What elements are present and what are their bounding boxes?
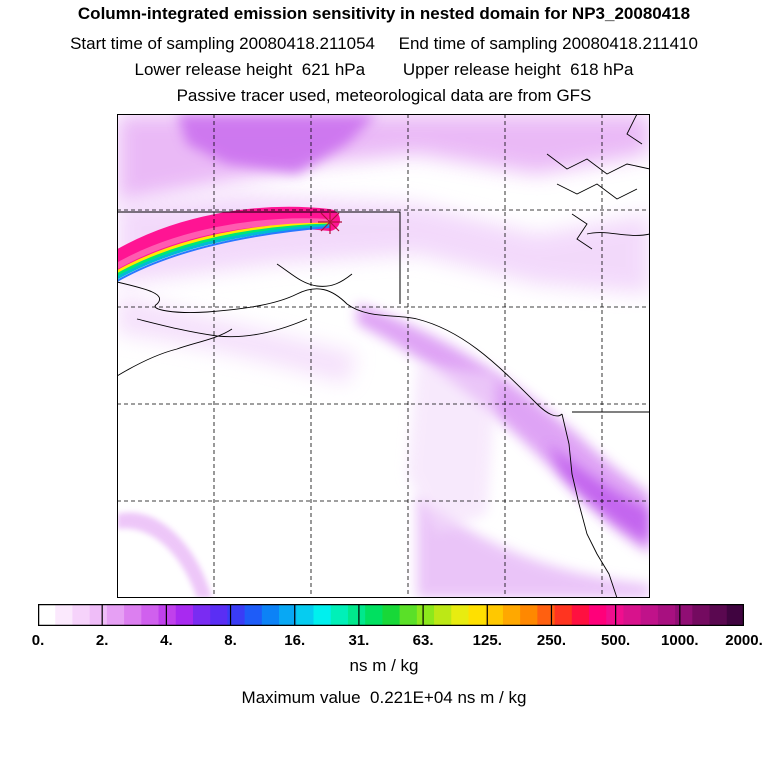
colorbar-tick-label: 63. (412, 632, 434, 649)
colorbar-swatch (261, 604, 280, 626)
sampling-time-line: Start time of sampling 20080418.211054 E… (0, 34, 768, 54)
political-boundaries (117, 211, 650, 413)
colorbar-swatch (675, 604, 693, 626)
colorbar-swatch (485, 604, 504, 626)
colorbar-swatch (55, 604, 74, 626)
colorbar-swatch (347, 604, 366, 626)
colorbar-swatch (227, 604, 246, 626)
colorbar-tick-label: 250. (536, 632, 567, 649)
colorbar-swatch (365, 604, 383, 626)
colorbar-swatch (623, 604, 642, 626)
colorbar-swatch (709, 604, 728, 626)
colorbar-swatch (244, 604, 263, 626)
colorbar-units: ns m / kg (349, 656, 419, 675)
colorbar-tick-label: 2000. (725, 632, 763, 649)
lower-release-text: Lower release height 621 hPa (134, 60, 366, 79)
colorbar-tick-label: 31. (348, 632, 370, 649)
colorbar-swatch (38, 604, 56, 626)
colorbar-swatch (89, 604, 108, 626)
colorbar-swatch (72, 604, 91, 626)
map-title: Column-integrated emission sensitivity i… (77, 4, 691, 23)
colorbar-swatch (657, 604, 676, 626)
colorbar-tick-label: 125. (472, 632, 502, 649)
maximum-value-text: Maximum value 0.221E+04 ns m / kg (241, 688, 527, 707)
colorbar (37, 603, 745, 627)
colorbar-swatch (330, 604, 349, 626)
colorbar-swatch (175, 604, 194, 626)
colorbar-swatch (416, 604, 435, 626)
colorbar-swatch (537, 604, 556, 626)
colorbar-swatch (502, 604, 521, 626)
colorbar-swatch (382, 604, 401, 626)
colorbar-tick-label: 16. (284, 632, 306, 649)
release-point-marker (318, 210, 342, 234)
colorbar-swatch (313, 604, 332, 626)
emission-plume (117, 206, 340, 282)
colorbar-swatch (279, 604, 297, 626)
start-time-text: Start time of sampling 20080418.211054 (70, 34, 376, 53)
colorbar-swatch (589, 604, 607, 626)
colorbar-tick-label: 0. (31, 632, 45, 649)
graticule (117, 114, 650, 598)
colorbar-svg (37, 603, 745, 627)
colorbar-tick-label: 2. (95, 632, 109, 649)
colorbar-swatch (520, 604, 538, 626)
colorbar-swatch (468, 604, 487, 626)
colorbar-tick-label: 4. (160, 632, 173, 649)
colorbar-tick-label: 8. (224, 632, 237, 649)
colorbar-swatch (451, 604, 470, 626)
colorbar-tick-label: 500. (601, 632, 631, 649)
release-height-line: Lower release height 621 hPa Upper relea… (0, 60, 768, 80)
map-svg (117, 114, 650, 598)
colorbar-tick-label: 1000. (661, 632, 699, 649)
colorbar-tick-labels: 0. 2. 4. 8. 16. 31. 63. 125. 250. 500. 1000. 2000. (0, 632, 768, 652)
map-panel (117, 114, 650, 598)
colorbar-swatch (210, 604, 229, 626)
colorbar-swatch (434, 604, 452, 626)
colorbar-swatch (399, 604, 418, 626)
colorbar-frame (37, 603, 745, 627)
colorbar-swatch (692, 604, 711, 626)
coastline (117, 114, 650, 598)
colorbar-swatch (141, 604, 160, 626)
colorbar-swatch (192, 604, 211, 626)
map-frame (117, 114, 650, 598)
upper-release-text: Upper release height 618 hPa (402, 60, 634, 79)
tracer-info-text: Passive tracer used, meteorological data… (176, 86, 592, 105)
colorbar-swatch (158, 604, 177, 626)
colorbar-swatch (554, 604, 573, 626)
colorbar-swatch (640, 604, 659, 626)
end-time-text: End time of sampling 20080418.211410 (398, 34, 698, 53)
colorbar-swatch (124, 604, 142, 626)
colorbar-swatch (571, 604, 590, 626)
colorbar-swatch (296, 604, 315, 626)
colorbar-swatch (726, 604, 745, 626)
map-background (117, 114, 650, 598)
colorbar-swatch (106, 604, 125, 626)
